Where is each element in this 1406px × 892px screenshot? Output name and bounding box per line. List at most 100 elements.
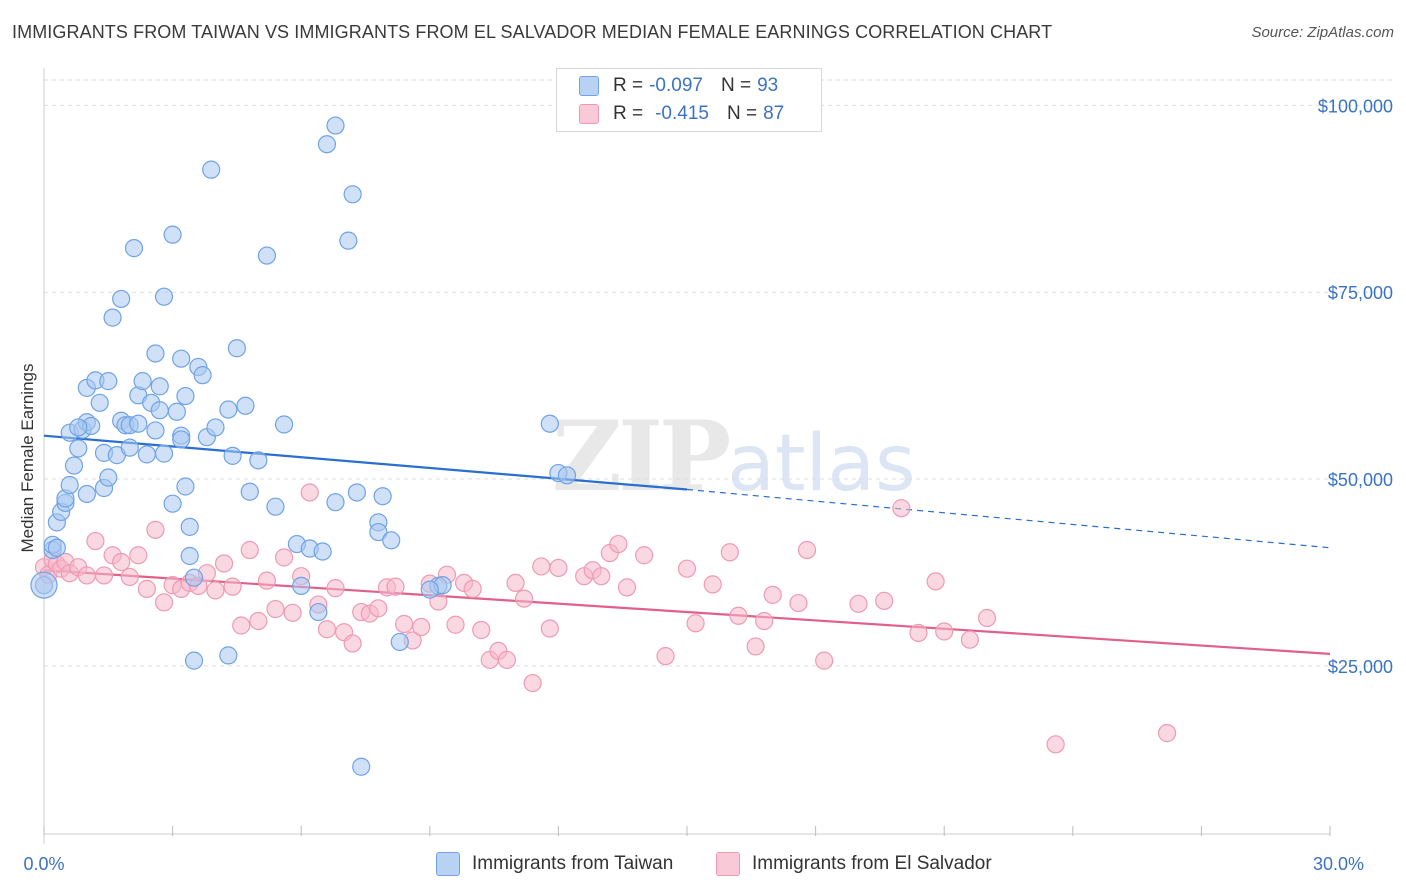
point-taiwan: [326, 493, 345, 512]
point-el-salvador: [394, 614, 414, 634]
point-el-salvador: [926, 572, 945, 591]
point-taiwan: [163, 225, 182, 244]
trend-lines: [43, 434, 1331, 655]
point-taiwan: [373, 487, 392, 506]
point-el-salvador: [523, 673, 542, 693]
point-taiwan: [176, 477, 195, 496]
point-el-salvador: [77, 566, 96, 585]
point-taiwan: [249, 451, 268, 470]
point-taiwan: [30, 571, 58, 599]
series-legend-el-salvador: Immigrants from El Salvador: [716, 852, 992, 876]
point-taiwan: [137, 445, 156, 464]
point-el-salvador: [463, 579, 482, 598]
point-taiwan: [257, 246, 277, 265]
point-el-salvador: [446, 615, 465, 634]
axes: [43, 68, 1331, 844]
point-el-salvador: [515, 589, 534, 608]
watermark-zip: ZIP: [552, 400, 731, 513]
point-taiwan: [172, 430, 191, 449]
point-el-salvador: [746, 637, 765, 656]
trend-line-el-salvador: [43, 569, 1331, 655]
legend-r-value: -0.415: [655, 103, 709, 124]
point-taiwan: [154, 287, 174, 306]
point-el-salvador: [472, 620, 491, 640]
point-el-salvador: [677, 559, 697, 578]
point-taiwan: [150, 377, 169, 396]
point-el-salvador: [656, 647, 675, 666]
point-taiwan: [382, 531, 401, 550]
point-taiwan: [347, 483, 367, 502]
point-el-salvador: [849, 594, 868, 613]
point-taiwan: [184, 651, 204, 670]
point-taiwan: [146, 344, 165, 363]
point-el-salvador: [326, 579, 345, 598]
legend-n-label: N =: [720, 75, 752, 96]
point-el-salvador: [266, 599, 285, 619]
point-el-salvador: [369, 599, 388, 618]
point-taiwan: [176, 386, 195, 406]
point-el-salvador: [532, 557, 551, 576]
x-tick-label: 0.0%: [23, 854, 64, 874]
point-el-salvador: [815, 651, 834, 670]
point-taiwan: [206, 418, 225, 437]
point-taiwan: [120, 438, 139, 457]
point-taiwan: [343, 185, 362, 204]
point-taiwan: [133, 372, 152, 391]
point-taiwan: [240, 482, 259, 501]
watermark: ZIPatlas: [552, 400, 916, 513]
point-taiwan: [223, 446, 242, 465]
legend-swatch-taiwan: [579, 76, 599, 96]
y-tick-label: $25,000: [1328, 657, 1393, 677]
point-el-salvador: [960, 630, 980, 649]
point-taiwan: [180, 517, 199, 536]
point-taiwan: [163, 494, 182, 513]
point-taiwan: [219, 400, 238, 419]
point-el-salvador: [497, 650, 517, 669]
y-tick-label: $75,000: [1328, 283, 1393, 303]
point-taiwan: [236, 396, 255, 415]
point-taiwan: [167, 402, 186, 421]
point-el-salvador: [137, 579, 156, 598]
point-el-salvador: [214, 554, 234, 573]
point-taiwan: [317, 135, 337, 154]
point-taiwan: [180, 546, 199, 566]
point-el-salvador: [506, 573, 525, 593]
point-el-salvador: [729, 606, 748, 625]
point-el-salvador: [549, 558, 568, 578]
point-el-salvador: [892, 499, 911, 518]
legend-n-label: N =: [726, 103, 758, 124]
point-el-salvador: [386, 577, 405, 596]
point-el-salvador: [232, 616, 251, 635]
point-el-salvador: [1046, 735, 1065, 754]
point-el-salvador: [86, 531, 105, 551]
point-el-salvador: [609, 534, 628, 554]
y-tick-label: $50,000: [1328, 470, 1393, 490]
point-el-salvador: [755, 611, 774, 631]
point-el-salvador: [686, 614, 705, 633]
point-el-salvador: [240, 540, 259, 560]
point-taiwan: [352, 757, 371, 776]
point-taiwan: [184, 568, 204, 587]
point-taiwan: [266, 497, 285, 516]
point-el-salvador: [703, 575, 722, 594]
point-taiwan: [227, 339, 246, 358]
point-taiwan: [219, 646, 238, 665]
point-taiwan: [69, 418, 88, 437]
tick-labels: $25,000 $50,000 $75,000 $100,000 0.0% 30.0%: [23, 96, 1393, 874]
point-el-salvador: [592, 567, 611, 586]
point-taiwan: [154, 444, 174, 463]
legend-row-taiwan: R = -0.097 N = 93: [579, 74, 778, 98]
watermark-atlas: atlas: [727, 419, 916, 509]
point-el-salvador: [1158, 724, 1177, 743]
series-swatch-el-salvador: [716, 852, 740, 876]
point-el-salvador: [875, 591, 894, 610]
point-taiwan: [47, 538, 66, 557]
point-taiwan: [292, 576, 311, 595]
point-taiwan: [64, 456, 84, 475]
point-taiwan: [99, 372, 118, 391]
trend-line-taiwan: [43, 434, 688, 491]
point-taiwan: [339, 231, 358, 250]
point-el-salvador: [797, 540, 817, 560]
point-el-salvador: [274, 548, 294, 567]
series-label-el-salvador: Immigrants from El Salvador: [752, 853, 992, 874]
